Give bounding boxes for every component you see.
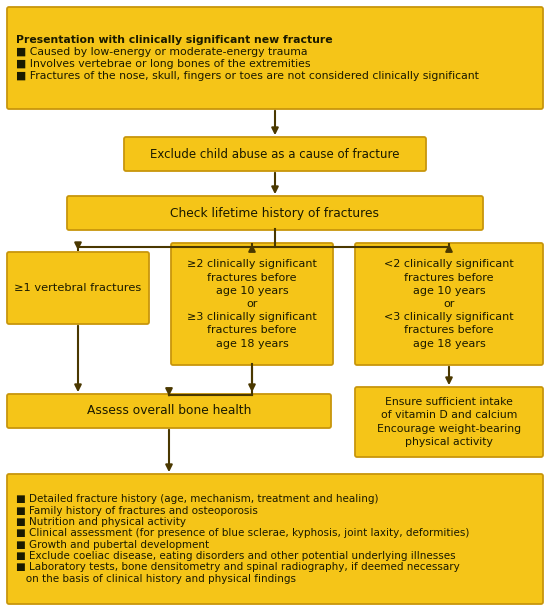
FancyBboxPatch shape [171, 243, 333, 365]
Text: ■ Exclude coeliac disease, eating disorders and other potential underlying illne: ■ Exclude coeliac disease, eating disord… [16, 551, 455, 561]
Text: ■ Involves vertebrae or long bones of the extremities: ■ Involves vertebrae or long bones of th… [16, 59, 311, 69]
Text: ■ Detailed fracture history (age, mechanism, treatment and healing): ■ Detailed fracture history (age, mechan… [16, 494, 378, 504]
Text: Presentation with clinically significant new fracture: Presentation with clinically significant… [16, 35, 333, 45]
FancyBboxPatch shape [355, 387, 543, 457]
Text: Exclude child abuse as a cause of fracture: Exclude child abuse as a cause of fractu… [150, 147, 400, 161]
FancyBboxPatch shape [67, 196, 483, 230]
Text: ■ Growth and pubertal development: ■ Growth and pubertal development [16, 540, 209, 550]
FancyBboxPatch shape [355, 243, 543, 365]
Text: ■ Laboratory tests, bone densitometry and spinal radiography, if deemed necessar: ■ Laboratory tests, bone densitometry an… [16, 563, 460, 573]
Text: Ensure sufficient intake
of vitamin D and calcium
Encourage weight-bearing
physi: Ensure sufficient intake of vitamin D an… [377, 397, 521, 447]
Text: ≥1 vertebral fractures: ≥1 vertebral fractures [14, 283, 142, 293]
Text: ■ Family history of fractures and osteoporosis: ■ Family history of fractures and osteop… [16, 505, 258, 516]
Text: ■ Nutrition and physical activity: ■ Nutrition and physical activity [16, 517, 186, 527]
Text: Check lifetime history of fractures: Check lifetime history of fractures [170, 207, 380, 219]
FancyBboxPatch shape [7, 474, 543, 604]
Text: ■ Fractures of the nose, skull, fingers or toes are not considered clinically si: ■ Fractures of the nose, skull, fingers … [16, 71, 479, 81]
Text: ≥2 clinically significant
fractures before
age 10 years
or
≥3 clinically signifi: ≥2 clinically significant fractures befo… [187, 260, 317, 349]
FancyBboxPatch shape [124, 137, 426, 171]
Text: on the basis of clinical history and physical findings: on the basis of clinical history and phy… [16, 574, 296, 584]
FancyBboxPatch shape [7, 394, 331, 428]
FancyBboxPatch shape [7, 252, 149, 324]
Text: ■ Clinical assessment (for presence of blue sclerae, kyphosis, joint laxity, def: ■ Clinical assessment (for presence of b… [16, 529, 469, 538]
Text: ■ Caused by low-energy or moderate-energy trauma: ■ Caused by low-energy or moderate-energ… [16, 47, 307, 57]
FancyBboxPatch shape [7, 7, 543, 109]
Text: Assess overall bone health: Assess overall bone health [87, 404, 251, 417]
Text: <2 clinically significant
fractures before
age 10 years
or
<3 clinically signifi: <2 clinically significant fractures befo… [384, 260, 514, 349]
